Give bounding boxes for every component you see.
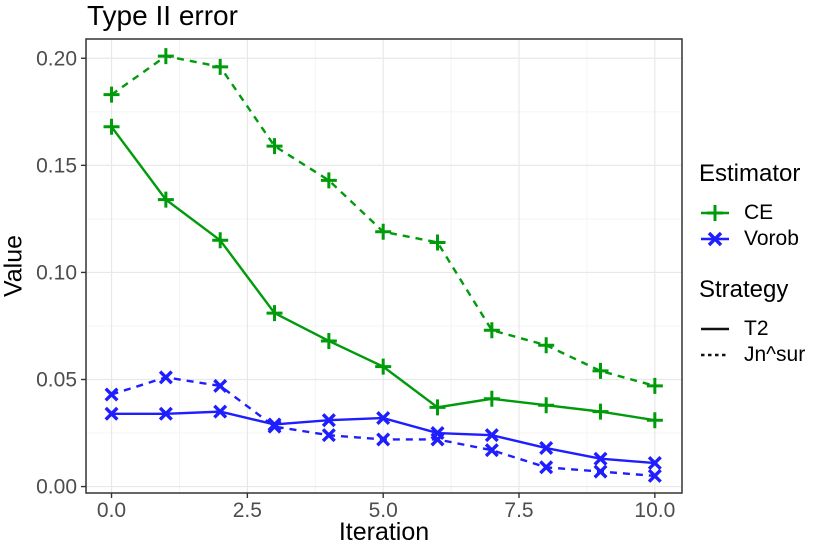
data-point-plus	[429, 399, 446, 416]
data-point-plus	[538, 337, 555, 354]
data-point-cross	[647, 468, 662, 483]
legend-item-jnsur: Jn^sur	[699, 342, 829, 368]
legend-label-jnsur: Jn^sur	[744, 343, 806, 366]
data-point-cross	[539, 460, 554, 475]
legend-title-strategy: Strategy	[699, 276, 789, 303]
legend-key-vorob-icon	[701, 231, 729, 247]
legend-key-marker-plus-icon	[707, 205, 723, 221]
y-axis-label: Value	[0, 234, 28, 298]
data-point-plus	[483, 390, 500, 407]
x-tick-label: 10.0	[634, 499, 675, 522]
y-tick-label: 0.10	[36, 261, 77, 284]
data-point-plus	[103, 86, 120, 103]
data-point-cross	[430, 432, 445, 447]
legend-label-vorob: Vorob	[744, 227, 799, 250]
data-point-plus	[103, 118, 120, 135]
data-point-plus	[157, 48, 174, 65]
data-point-cross	[104, 387, 119, 402]
legend-label-ce: CE	[744, 201, 774, 224]
data-point-cross	[158, 370, 173, 385]
legend-key-jnsur-icon	[701, 353, 729, 357]
data-point-cross	[376, 432, 391, 447]
data-point-plus	[266, 138, 283, 155]
series-vorob-jn-sur	[104, 370, 662, 483]
y-tick-label: 0.20	[36, 47, 77, 70]
legend-group-strategy: Strategy T2 Jn^sur	[699, 276, 829, 368]
data-point-plus	[646, 412, 663, 429]
chart-title: Type II error	[87, 0, 238, 31]
legend-title-estimator: Estimator	[699, 160, 801, 187]
data-point-cross	[104, 406, 119, 421]
panel-border	[85, 38, 683, 494]
plot-panel	[86, 39, 682, 493]
data-point-plus	[375, 223, 392, 240]
data-point-plus	[212, 232, 229, 249]
legend: Estimator CE Vorob Strategy T2 Jn^sur	[699, 160, 829, 368]
data-point-cross	[539, 441, 554, 456]
data-point-plus	[375, 358, 392, 375]
data-point-plus	[266, 305, 283, 322]
data-point-plus	[320, 172, 337, 189]
data-point-cross	[593, 464, 608, 479]
data-point-plus	[212, 58, 229, 75]
data-point-plus	[646, 377, 663, 394]
data-point-plus	[320, 332, 337, 349]
data-point-cross	[484, 428, 499, 443]
legend-group-estimator: Estimator CE Vorob	[699, 160, 829, 252]
data-point-plus	[592, 362, 609, 379]
y-tick-label: 0.05	[36, 369, 77, 392]
data-point-plus	[592, 403, 609, 420]
x-tick-label: 7.5	[504, 499, 533, 522]
x-tick-label: 2.5	[233, 499, 262, 522]
legend-key-t2-icon	[701, 327, 729, 331]
legend-item-t2: T2	[699, 316, 829, 342]
data-point-cross	[647, 456, 662, 471]
data-point-cross	[321, 428, 336, 443]
legend-item-ce: CE	[699, 200, 829, 226]
legend-key-ce-icon	[701, 205, 729, 221]
x-tick-label: 0.0	[97, 499, 126, 522]
y-tick-label: 0.00	[36, 476, 77, 499]
data-point-cross	[321, 413, 336, 428]
data-point-cross	[213, 404, 228, 419]
legend-key-marker-cross-icon	[707, 231, 723, 247]
data-point-cross	[213, 378, 228, 393]
legend-label-t2: T2	[744, 317, 769, 340]
data-point-cross	[484, 443, 499, 458]
y-tick-label: 0.15	[36, 154, 77, 177]
legend-item-vorob: Vorob	[699, 226, 829, 252]
data-point-cross	[593, 451, 608, 466]
data-point-plus	[429, 234, 446, 251]
data-point-cross	[158, 406, 173, 421]
x-axis-label: Iteration	[338, 518, 430, 546]
data-point-plus	[483, 322, 500, 339]
data-point-plus	[157, 191, 174, 208]
series-ce-t2	[103, 118, 663, 429]
data-point-cross	[267, 419, 282, 434]
data-point-plus	[538, 397, 555, 414]
x-tick-label: 5.0	[369, 499, 398, 522]
axis-ticks: 0.0 2.5 5.0 7.5 10.0 0.00 0.05 0.10 0.15 0.20	[36, 47, 675, 522]
data-point-cross	[376, 411, 391, 426]
series-ce-jn-sur	[103, 48, 663, 394]
